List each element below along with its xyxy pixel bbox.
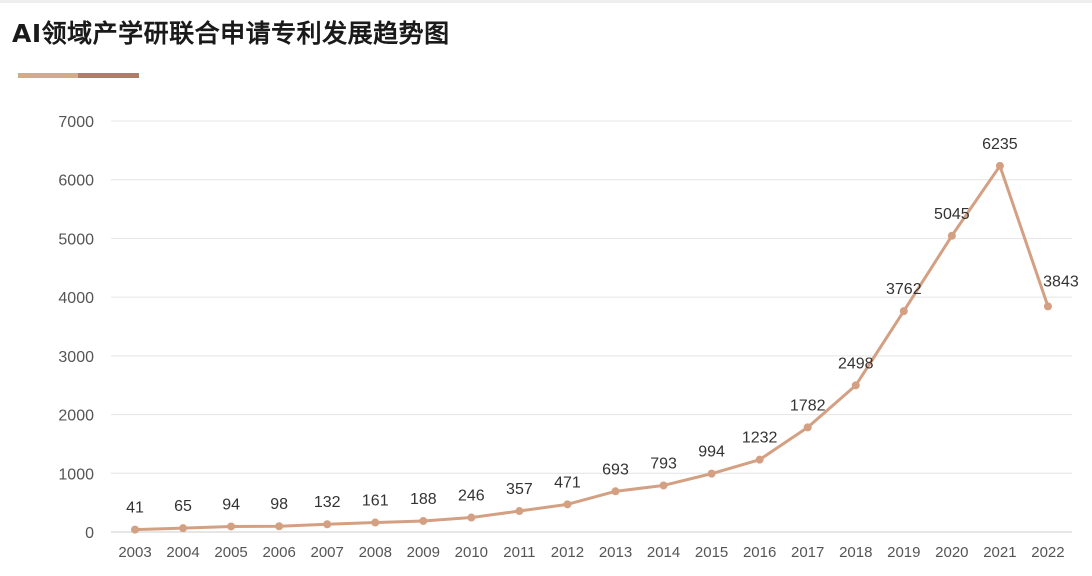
data-label: 5045: [934, 206, 970, 223]
data-label: 2498: [838, 355, 874, 372]
x-tick-label: 2014: [647, 544, 680, 561]
data-point: [563, 500, 572, 509]
data-point: [371, 518, 380, 527]
x-tick-label: 2013: [599, 544, 632, 561]
data-point: [419, 516, 428, 525]
data-label: 471: [554, 474, 581, 491]
data-label: 3843: [1043, 273, 1079, 290]
x-tick-label: 2017: [791, 544, 824, 561]
x-tick-label: 2003: [118, 544, 151, 561]
data-label: 161: [362, 493, 389, 510]
data-point: [179, 524, 188, 533]
data-label: 693: [602, 461, 629, 478]
series-polyline: [134, 164, 1050, 532]
x-tick-label: 2010: [455, 544, 488, 561]
x-tick-label: 2005: [214, 544, 247, 561]
x-axis-ticks: 2003 2004 2005 2006 2007 2008 2009 2010 2011 2012…: [118, 544, 1064, 561]
x-tick-label: 2011: [503, 544, 535, 561]
data-label: 65: [174, 498, 192, 515]
x-tick-label: 2019: [887, 544, 920, 561]
y-tick-label: 5000: [58, 231, 94, 248]
data-label: 357: [506, 481, 533, 498]
data-labels: 41 65 94 98 132 161 188 246 357 471 693 793 994 1232 1…: [126, 136, 1079, 517]
series-line: [134, 164, 1050, 532]
data-label: 188: [410, 491, 437, 508]
x-tick-label: 2012: [551, 544, 584, 561]
data-label: 98: [270, 496, 288, 513]
y-tick-label: 7000: [58, 114, 94, 131]
x-tick-label: 2009: [407, 544, 440, 561]
x-tick-label: 2018: [839, 544, 872, 561]
y-tick-label: 4000: [58, 290, 94, 307]
chart-title: AI领域产学研联合申请专利发展趋势图: [12, 19, 450, 48]
data-point: [851, 381, 860, 390]
data-point: [515, 507, 524, 516]
data-point: [947, 231, 956, 240]
top-border: [0, 0, 1092, 3]
data-point: [323, 520, 332, 529]
title-underline-right: [78, 73, 139, 78]
data-label: 3762: [886, 281, 922, 298]
data-point: [995, 161, 1004, 170]
y-tick-label: 0: [85, 525, 94, 542]
data-point: [467, 513, 476, 522]
x-tick-label: 2016: [743, 544, 776, 561]
y-axis-ticks: 0 1000 2000 3000 4000 5000 6000 7000: [58, 114, 94, 542]
data-point: [131, 525, 139, 534]
data-label: 1232: [742, 430, 778, 447]
data-point: [707, 469, 716, 478]
y-tick-label: 6000: [58, 173, 94, 190]
grid-lines: [111, 120, 1072, 533]
title-underline-left: [18, 73, 78, 78]
y-tick-label: 2000: [58, 408, 94, 425]
data-point: [803, 423, 812, 432]
data-point: [1043, 302, 1052, 311]
data-point: [227, 522, 236, 531]
data-point: [899, 307, 908, 316]
series-points: [131, 161, 1052, 534]
y-tick-label: 1000: [58, 466, 94, 483]
data-label: 94: [222, 496, 240, 513]
data-label: 246: [458, 488, 485, 505]
x-tick-label: 2004: [166, 544, 199, 561]
x-tick-label: 2020: [935, 544, 968, 561]
x-tick-label: 2022: [1031, 544, 1064, 561]
data-point: [275, 522, 284, 531]
x-tick-label: 2021: [983, 544, 1016, 561]
data-label: 793: [650, 455, 677, 472]
data-label: 1782: [790, 397, 826, 414]
data-label: 994: [698, 444, 725, 461]
y-tick-label: 3000: [58, 349, 94, 366]
data-label: 6235: [982, 136, 1018, 153]
x-tick-label: 2008: [359, 544, 392, 561]
x-tick-label: 2006: [262, 544, 295, 561]
data-point: [659, 481, 668, 490]
x-tick-label: 2015: [695, 544, 728, 561]
data-label: 41: [126, 500, 144, 517]
data-point: [755, 455, 764, 464]
data-point: [611, 487, 620, 496]
data-label: 132: [314, 494, 341, 511]
x-tick-label: 2007: [311, 544, 344, 561]
